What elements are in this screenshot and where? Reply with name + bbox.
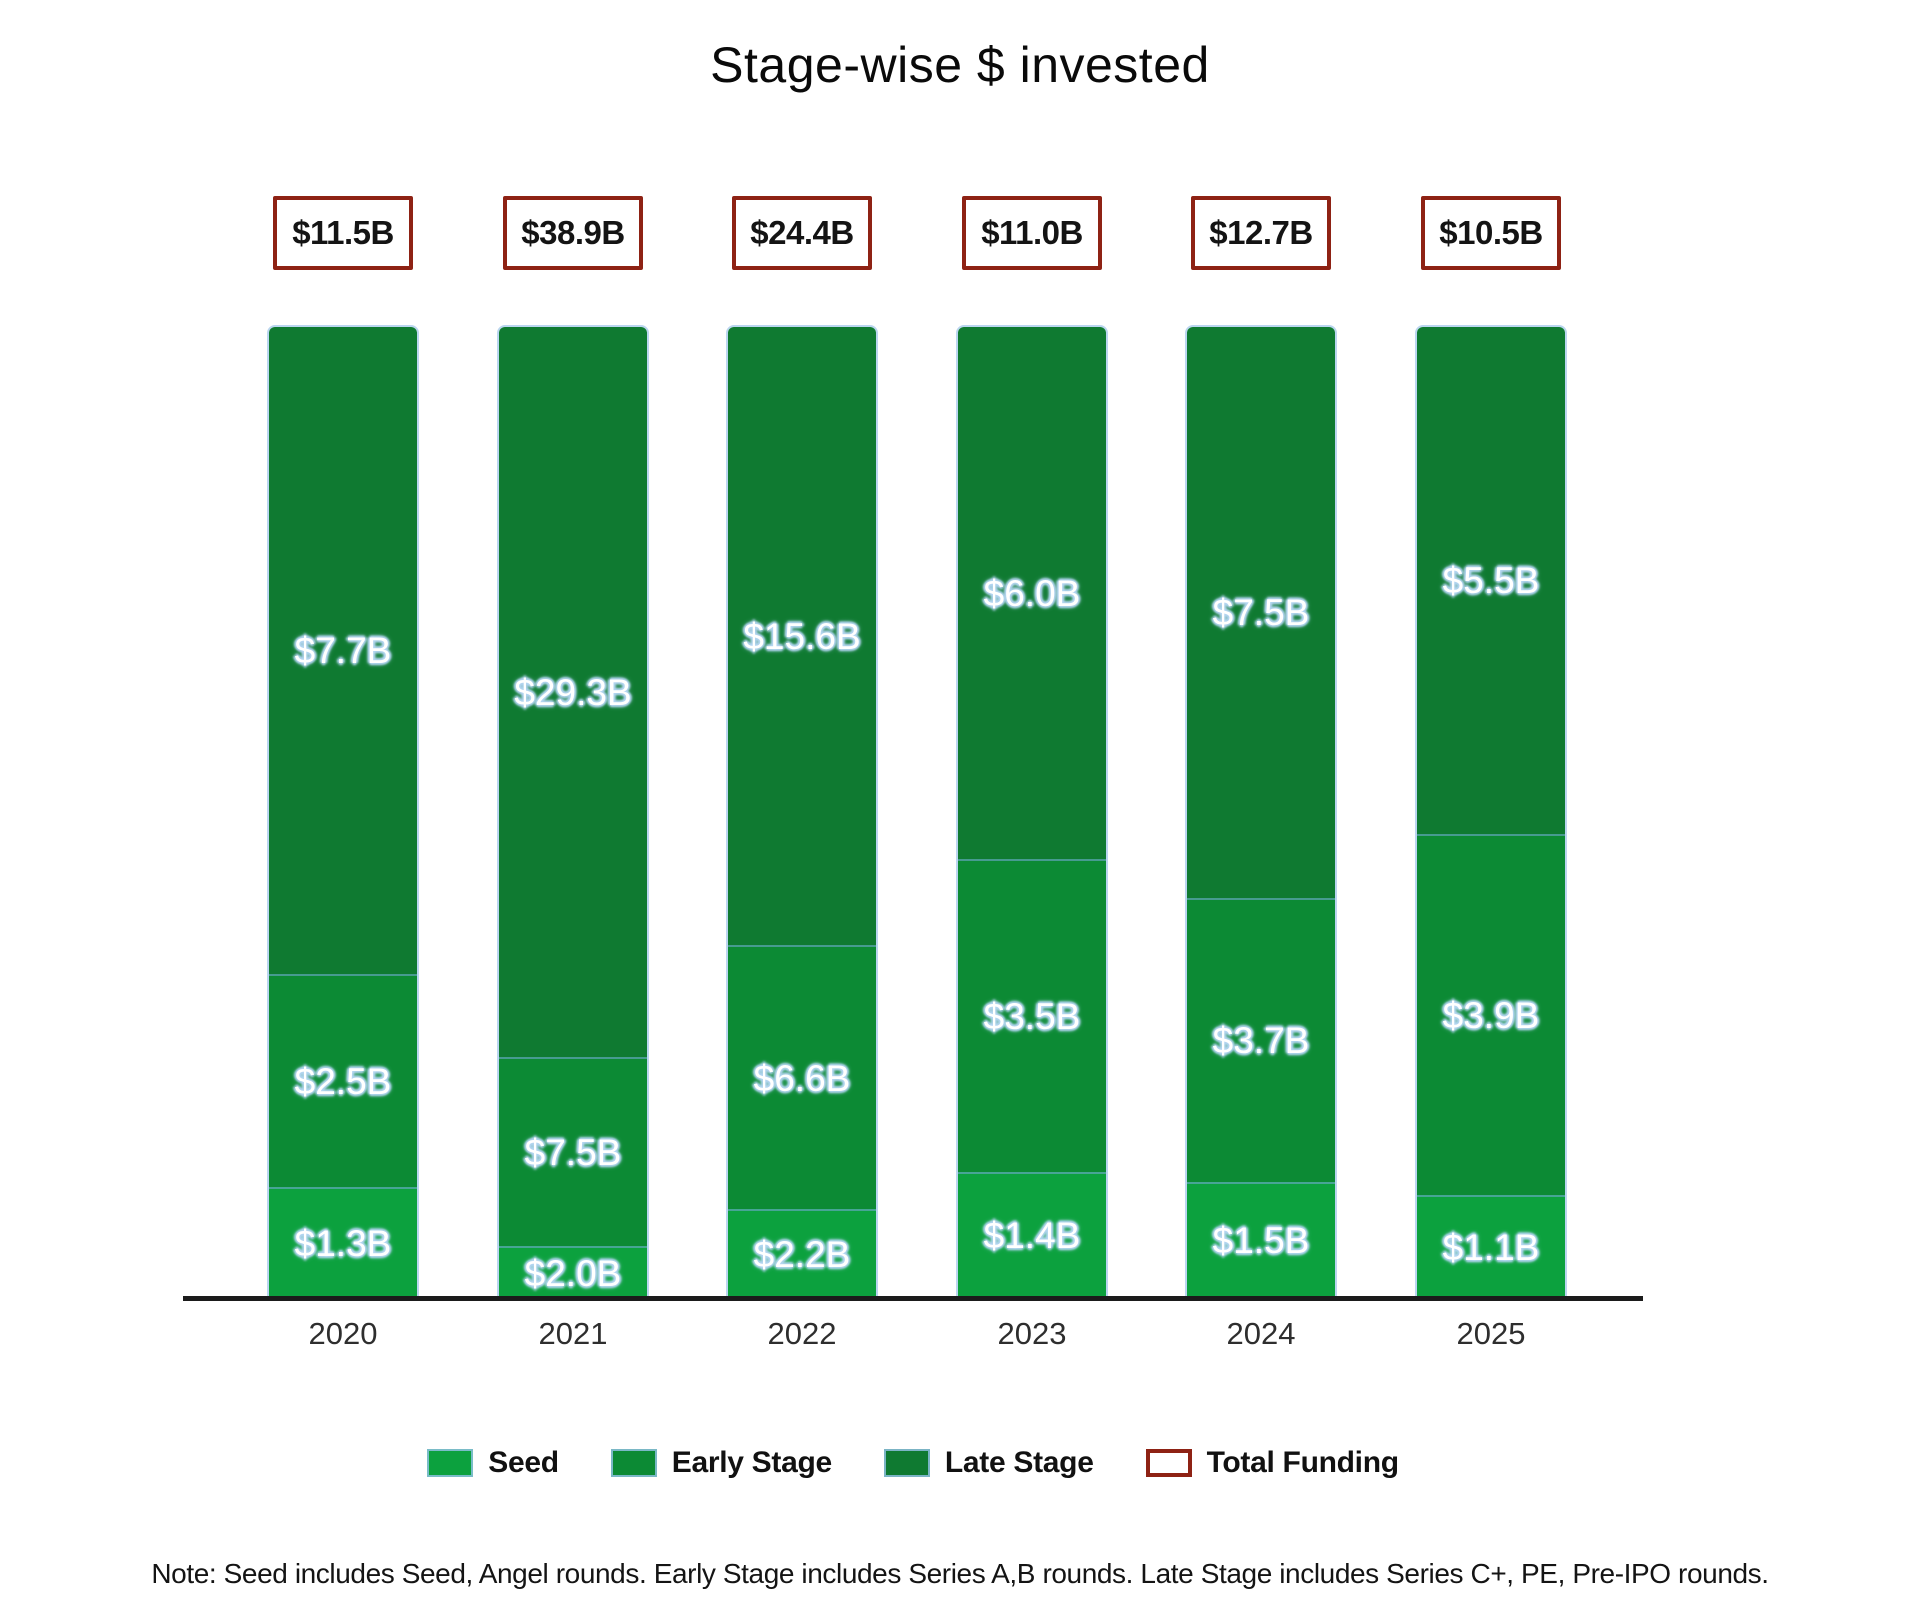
legend-label: Total Funding xyxy=(1206,1446,1399,1479)
legend-item-total-funding: Total Funding xyxy=(1145,1446,1399,1480)
x-axis-tick-label-2023: 2023 xyxy=(997,1316,1067,1351)
legend-item-late-stage: Late Stage xyxy=(883,1446,1094,1480)
total-funding-value: $12.7B xyxy=(1209,214,1313,251)
total-funding-box-2023: $11.0B xyxy=(962,196,1102,270)
bar-segment-early-stage: $7.5B xyxy=(499,1057,647,1247)
segment-value-label: $2.5B xyxy=(294,1061,392,1103)
total-funding-value: $11.0B xyxy=(981,214,1083,251)
total-funding-box-2021: $38.9B xyxy=(503,196,643,270)
bar-segment-late-stage: $15.6B xyxy=(728,327,876,946)
segment-value-label: $1.3B xyxy=(294,1222,392,1264)
legend-swatch-icon xyxy=(610,1449,657,1477)
legend-swatch-icon xyxy=(427,1449,474,1477)
bar-segment-late-stage: $7.5B xyxy=(1187,327,1335,899)
legend-swatch-icon xyxy=(1145,1449,1192,1477)
total-funding-value: $24.4B xyxy=(750,214,854,251)
bar-segment-seed: $1.4B xyxy=(958,1171,1106,1298)
total-funding-box-2020: $11.5B xyxy=(273,196,413,270)
x-axis-tick-label-2020: 2020 xyxy=(308,1316,378,1351)
legend: Seed Early Stage Late Stage Total Funding xyxy=(183,1446,1643,1480)
bar-segment-seed: $1.3B xyxy=(269,1186,417,1298)
bar-segment-late-stage: $7.7B xyxy=(269,327,417,975)
total-funding-value: $38.9B xyxy=(521,214,625,251)
segment-value-label: $6.0B xyxy=(983,572,1081,614)
total-funding-value: $10.5B xyxy=(1439,214,1543,251)
total-funding-box-2024: $12.7B xyxy=(1191,196,1331,270)
stacked-bar-2025: $5.5B $3.9B $1.1B xyxy=(1415,325,1567,1299)
segment-value-label: $3.7B xyxy=(1212,1020,1310,1062)
bar-segment-seed: $2.2B xyxy=(728,1208,876,1298)
legend-swatch-icon xyxy=(883,1449,930,1477)
x-axis-tick-label-2021: 2021 xyxy=(538,1316,608,1351)
segment-value-label: $15.6B xyxy=(743,615,861,657)
segment-value-label: $2.2B xyxy=(753,1233,851,1275)
x-axis-tick-label-2025: 2025 xyxy=(1456,1316,1526,1351)
stacked-bar-2024: $7.5B $3.7B $1.5B xyxy=(1185,325,1337,1298)
segment-value-label: $1.1B xyxy=(1442,1226,1540,1268)
segment-value-label: $6.6B xyxy=(753,1057,851,1099)
bar-segment-early-stage: $3.5B xyxy=(958,859,1106,1172)
legend-label: Late Stage xyxy=(944,1446,1094,1479)
bar-segment-seed: $2.0B xyxy=(499,1246,647,1298)
bar-segment-late-stage: $29.3B xyxy=(499,327,647,1058)
x-axis-tick-label-2022: 2022 xyxy=(767,1316,837,1351)
legend-item-seed: Seed xyxy=(427,1446,559,1480)
bar-segment-early-stage: $2.5B xyxy=(269,974,417,1187)
segment-value-label: $1.5B xyxy=(1212,1220,1310,1262)
x-axis-tick-label-2024: 2024 xyxy=(1226,1316,1296,1351)
stacked-bar-2023: $6.0B $3.5B $1.4B xyxy=(956,325,1108,1298)
bar-segment-early-stage: $3.7B xyxy=(1187,898,1335,1182)
total-funding-box-2025: $10.5B xyxy=(1421,196,1561,270)
stacked-bar-2022: $15.6B $6.6B $2.2B xyxy=(726,325,878,1298)
bar-segment-late-stage: $5.5B xyxy=(1417,327,1565,834)
total-funding-box-2022: $24.4B xyxy=(732,196,872,270)
legend-item-early-stage: Early Stage xyxy=(610,1446,832,1480)
bar-segment-late-stage: $6.0B xyxy=(958,327,1106,860)
segment-value-label: $7.5B xyxy=(524,1132,622,1174)
footnote: Note: Seed includes Seed, Angel rounds. … xyxy=(151,1558,1769,1589)
chart-title: Stage-wise $ invested xyxy=(710,37,1210,93)
total-funding-value: $11.5B xyxy=(292,214,394,251)
stacked-bar-2021: $29.3B $7.5B $2.0B xyxy=(497,325,649,1298)
segment-value-label: $5.5B xyxy=(1442,559,1540,601)
bar-segment-seed: $1.5B xyxy=(1187,1181,1335,1298)
x-axis-line xyxy=(183,1296,1643,1301)
segment-value-label: $7.7B xyxy=(294,630,392,672)
segment-value-label: $3.5B xyxy=(983,996,1081,1038)
segment-value-label: $3.9B xyxy=(1442,994,1540,1036)
legend-label: Seed xyxy=(488,1446,559,1479)
segment-value-label: $29.3B xyxy=(514,671,632,713)
legend-label: Early Stage xyxy=(671,1446,832,1479)
bar-segment-early-stage: $6.6B xyxy=(728,945,876,1209)
segment-value-label: $2.0B xyxy=(524,1252,622,1294)
segment-value-label: $1.4B xyxy=(983,1215,1081,1257)
stacked-bar-2020: $7.7B $2.5B $1.3B xyxy=(267,325,419,1298)
bar-segment-seed: $1.1B xyxy=(1417,1194,1565,1299)
bar-segment-early-stage: $3.9B xyxy=(1417,833,1565,1195)
segment-value-label: $7.5B xyxy=(1212,592,1310,634)
